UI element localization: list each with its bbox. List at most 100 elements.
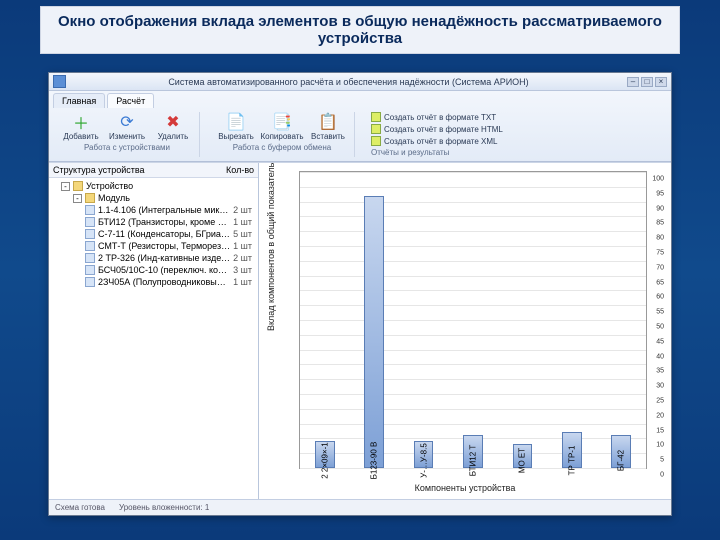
tree-item-count: 1 шт [233,277,256,287]
bar-label: 2 2×09×-1 [320,442,329,478]
bar-label: МО ЕТ [518,448,527,473]
status-a: Схема готова [55,503,105,512]
bar-label: ТР ТР-1 [567,446,576,476]
y-tick: 85 [656,220,664,227]
plot-area: 0510152025303540455055606570758085909510… [299,171,647,469]
tree-item-label: 2ЗЧ05А (Полупроводниковые приб… [98,277,230,287]
tree-item[interactable]: БТИ12 (Транзисторы, кроме интег…1 шт [51,216,256,228]
y-tick: 60 [656,294,664,301]
tree-item[interactable]: С-7-11 (Конденсаторы, БГриал-)…5 шт [51,228,256,240]
y-axis-label: Вклад компонентов в общий показатель над… [266,162,276,331]
maximize-button[interactable]: □ [641,77,653,87]
bar-label: БГ-42 [617,450,626,471]
chip-icon [85,217,95,227]
chip-icon [85,277,95,287]
chart-pane: Вклад компонентов в общий показатель над… [259,163,671,499]
tree-item[interactable]: 2 ТР-326 (Инд-кативные издел…2 шт [51,252,256,264]
tab-calc[interactable]: Расчёт [107,93,154,108]
ribbon: Главная Расчёт ＋ Добавить ⟳ Изменить ✖ У… [49,91,671,162]
x-axis-label: Компоненты устройства [263,483,667,493]
add-button[interactable]: ＋ Добавить [61,112,101,141]
tree-item-label: СМТ-Т (Резисторы, Терморезист-)… [98,241,230,251]
y-tick: 30 [656,383,664,390]
refresh-icon: ⟳ [117,112,137,132]
paste-label: Вставить [311,132,345,141]
status-b: Уровень вложенности: 1 [119,503,209,512]
tree-module[interactable]: - Модуль [51,192,256,204]
y-tick: 90 [656,205,664,212]
tree-module-label: Модуль [98,193,256,203]
report-html-label: Создать отчёт в формате HTML [384,125,503,134]
bar: 2 2×09×-1 [315,441,335,468]
tree-root[interactable]: - Устройство [51,180,256,192]
bar-label: БТИ12 Т [468,445,477,477]
chip-icon [85,253,95,263]
tree-root-label: Устройство [86,181,256,191]
tab-main[interactable]: Главная [53,93,105,108]
content: Структура устройства Кол-во - Устройство… [49,162,671,499]
tree[interactable]: - Устройство - Модуль 1.1-4.106 (Интегра… [49,178,258,499]
tree-item-label: БСЧ05/10С-10 (переключ. комир… [98,265,230,275]
chip-icon [85,265,95,275]
ribbon-group-devices: ＋ Добавить ⟳ Изменить ✖ Удалить Работа с… [55,112,200,157]
expand-icon[interactable]: - [61,182,70,191]
tree-item-count: 1 шт [233,217,256,227]
tree-item-count: 3 шт [233,265,256,275]
y-tick: 35 [656,368,664,375]
report-txt[interactable]: Создать отчёт в формате TXT [371,112,503,122]
tree-item[interactable]: СМТ-Т (Резисторы, Терморезист-)…1 шт [51,240,256,252]
tree-item-label: С-7-11 (Конденсаторы, БГриал-)… [98,229,230,239]
edit-button[interactable]: ⟳ Изменить [107,112,147,141]
tree-item[interactable]: БСЧ05/10С-10 (переключ. комир…3 шт [51,264,256,276]
bar: БГ-42 [611,435,631,468]
expand-icon[interactable]: - [73,194,82,203]
y-tick: 25 [656,398,664,405]
cut-icon: 📄 [226,112,246,132]
tree-item-label: БТИ12 (Транзисторы, кроме интег… [98,217,230,227]
cut-label: Вырезать [218,132,254,141]
file-icon [371,136,381,146]
add-label: Добавить [63,132,98,141]
copy-button[interactable]: 📑 Копировать [262,112,302,141]
minimize-button[interactable]: – [627,77,639,87]
tree-item-count: 5 шт [233,229,256,239]
y-tick: 45 [656,338,664,345]
app-window: Система автоматизированного расчёта и об… [48,72,672,516]
tree-item-label: 1.1-4.106 (Интегральные микрос… [98,205,230,215]
bar: У-…У-8.5 [414,441,434,468]
y-tick: 5 [660,457,664,464]
y-tick: 75 [656,250,664,257]
tree-item-label: 2 ТР-326 (Инд-кативные издел… [98,253,230,263]
report-xml[interactable]: Создать отчёт в формате XML [371,136,503,146]
paste-button[interactable]: 📋 Вставить [308,112,348,141]
delete-button[interactable]: ✖ Удалить [153,112,193,141]
bar: ТР ТР-1 [562,432,582,468]
folder-icon [85,193,95,203]
copy-icon: 📑 [272,112,292,132]
report-html[interactable]: Создать отчёт в формате HTML [371,124,503,134]
close-button[interactable]: × [655,77,667,87]
sidebar-heading: Структура устройства [53,165,145,175]
group2-label: Работа с буфером обмена [233,143,331,152]
y-tick: 50 [656,324,664,331]
app-icon [53,75,66,88]
y-tick: 100 [652,176,664,183]
group3-label: Отчёты и результаты [371,148,449,157]
cut-button[interactable]: 📄 Вырезать [216,112,256,141]
bar-label: У-…У-8.5 [419,443,428,478]
y-tick: 80 [656,235,664,242]
sidebar: Структура устройства Кол-во - Устройство… [49,163,259,499]
sidebar-header: Структура устройства Кол-во [49,163,258,178]
tree-item[interactable]: 2ЗЧ05А (Полупроводниковые приб…1 шт [51,276,256,288]
y-tick: 0 [660,472,664,479]
tree-item[interactable]: 1.1-4.106 (Интегральные микрос…2 шт [51,204,256,216]
ribbon-group-clipboard: 📄 Вырезать 📑 Копировать 📋 Вставить Работ… [210,112,355,157]
bar: Б123-90 В [364,196,384,468]
y-tick: 65 [656,279,664,286]
x-icon: ✖ [163,112,183,132]
window-title: Система автоматизированного расчёта и об… [70,77,627,87]
titlebar: Система автоматизированного расчёта и об… [49,73,671,91]
y-tick: 55 [656,309,664,316]
file-icon [371,124,381,134]
y-tick: 10 [656,442,664,449]
